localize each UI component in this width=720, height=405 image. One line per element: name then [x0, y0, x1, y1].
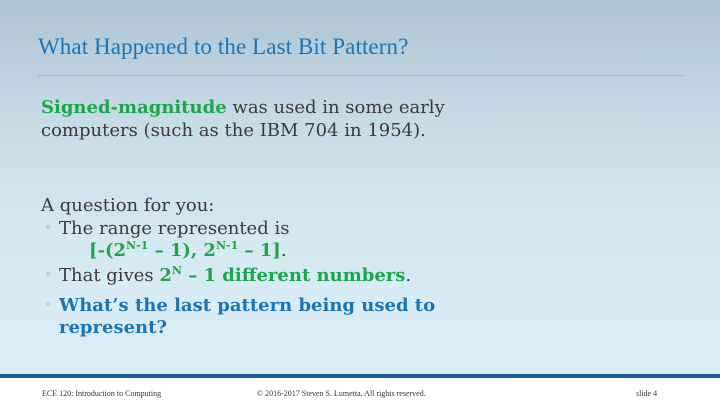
range-formula: [-(2N-1 – 1), 2N-1 – 1]. — [45, 240, 665, 262]
count-base: 2 — [159, 265, 172, 286]
para-line1-rest: was used in some early — [226, 97, 445, 118]
count-exponent: N — [171, 264, 182, 277]
bullet-range: ◦ The range represented is [-(2N-1 – 1), … — [45, 217, 665, 262]
question-intro: A question for you: — [41, 195, 215, 216]
term-signed-magnitude: Signed-magnitude — [41, 97, 227, 118]
bullet-circle-icon: ◦ — [45, 298, 52, 311]
formula-part1: [-(2 — [89, 240, 127, 261]
formula-exponent2: N-1 — [215, 239, 239, 252]
footer-course: ECE 120: Introduction to Computing — [42, 389, 162, 398]
bullet-count: ◦ That gives 2N – 1 different numbers. — [45, 264, 665, 287]
formula-part3: – 1] — [238, 240, 281, 261]
bullet-circle-icon: ◦ — [45, 221, 52, 234]
formula-exponent1: N-1 — [126, 239, 149, 252]
bullet-question: ◦ What’s the last pattern being used to r… — [45, 294, 665, 339]
bullet-circle-icon: ◦ — [45, 268, 52, 281]
bullet-count-pre: That gives — [59, 265, 160, 286]
formula-part2: – 1), 2 — [148, 240, 216, 261]
footer-slide-number: slide 4 — [636, 389, 658, 398]
footer-bar — [0, 374, 720, 405]
intro-paragraph: Signed-magnitude was used in some early … — [41, 96, 681, 142]
footer-copyright: © 2016-2017 Steven S. Lumetta. All right… — [257, 389, 426, 398]
bullet-range-text: The range represented is — [59, 218, 290, 239]
slide-title: What Happened to the Last Bit Pattern? — [38, 34, 409, 59]
question-line1: What’s the last pattern being used to — [59, 295, 436, 316]
count-period: . — [405, 265, 412, 286]
question-line2: represent? — [59, 317, 167, 338]
title-divider — [38, 75, 683, 76]
formula-period: . — [280, 240, 287, 261]
para-line2: computers (such as the IBM 704 in 1954). — [41, 120, 426, 141]
count-emphasis: – 1 different numbers — [181, 265, 406, 286]
